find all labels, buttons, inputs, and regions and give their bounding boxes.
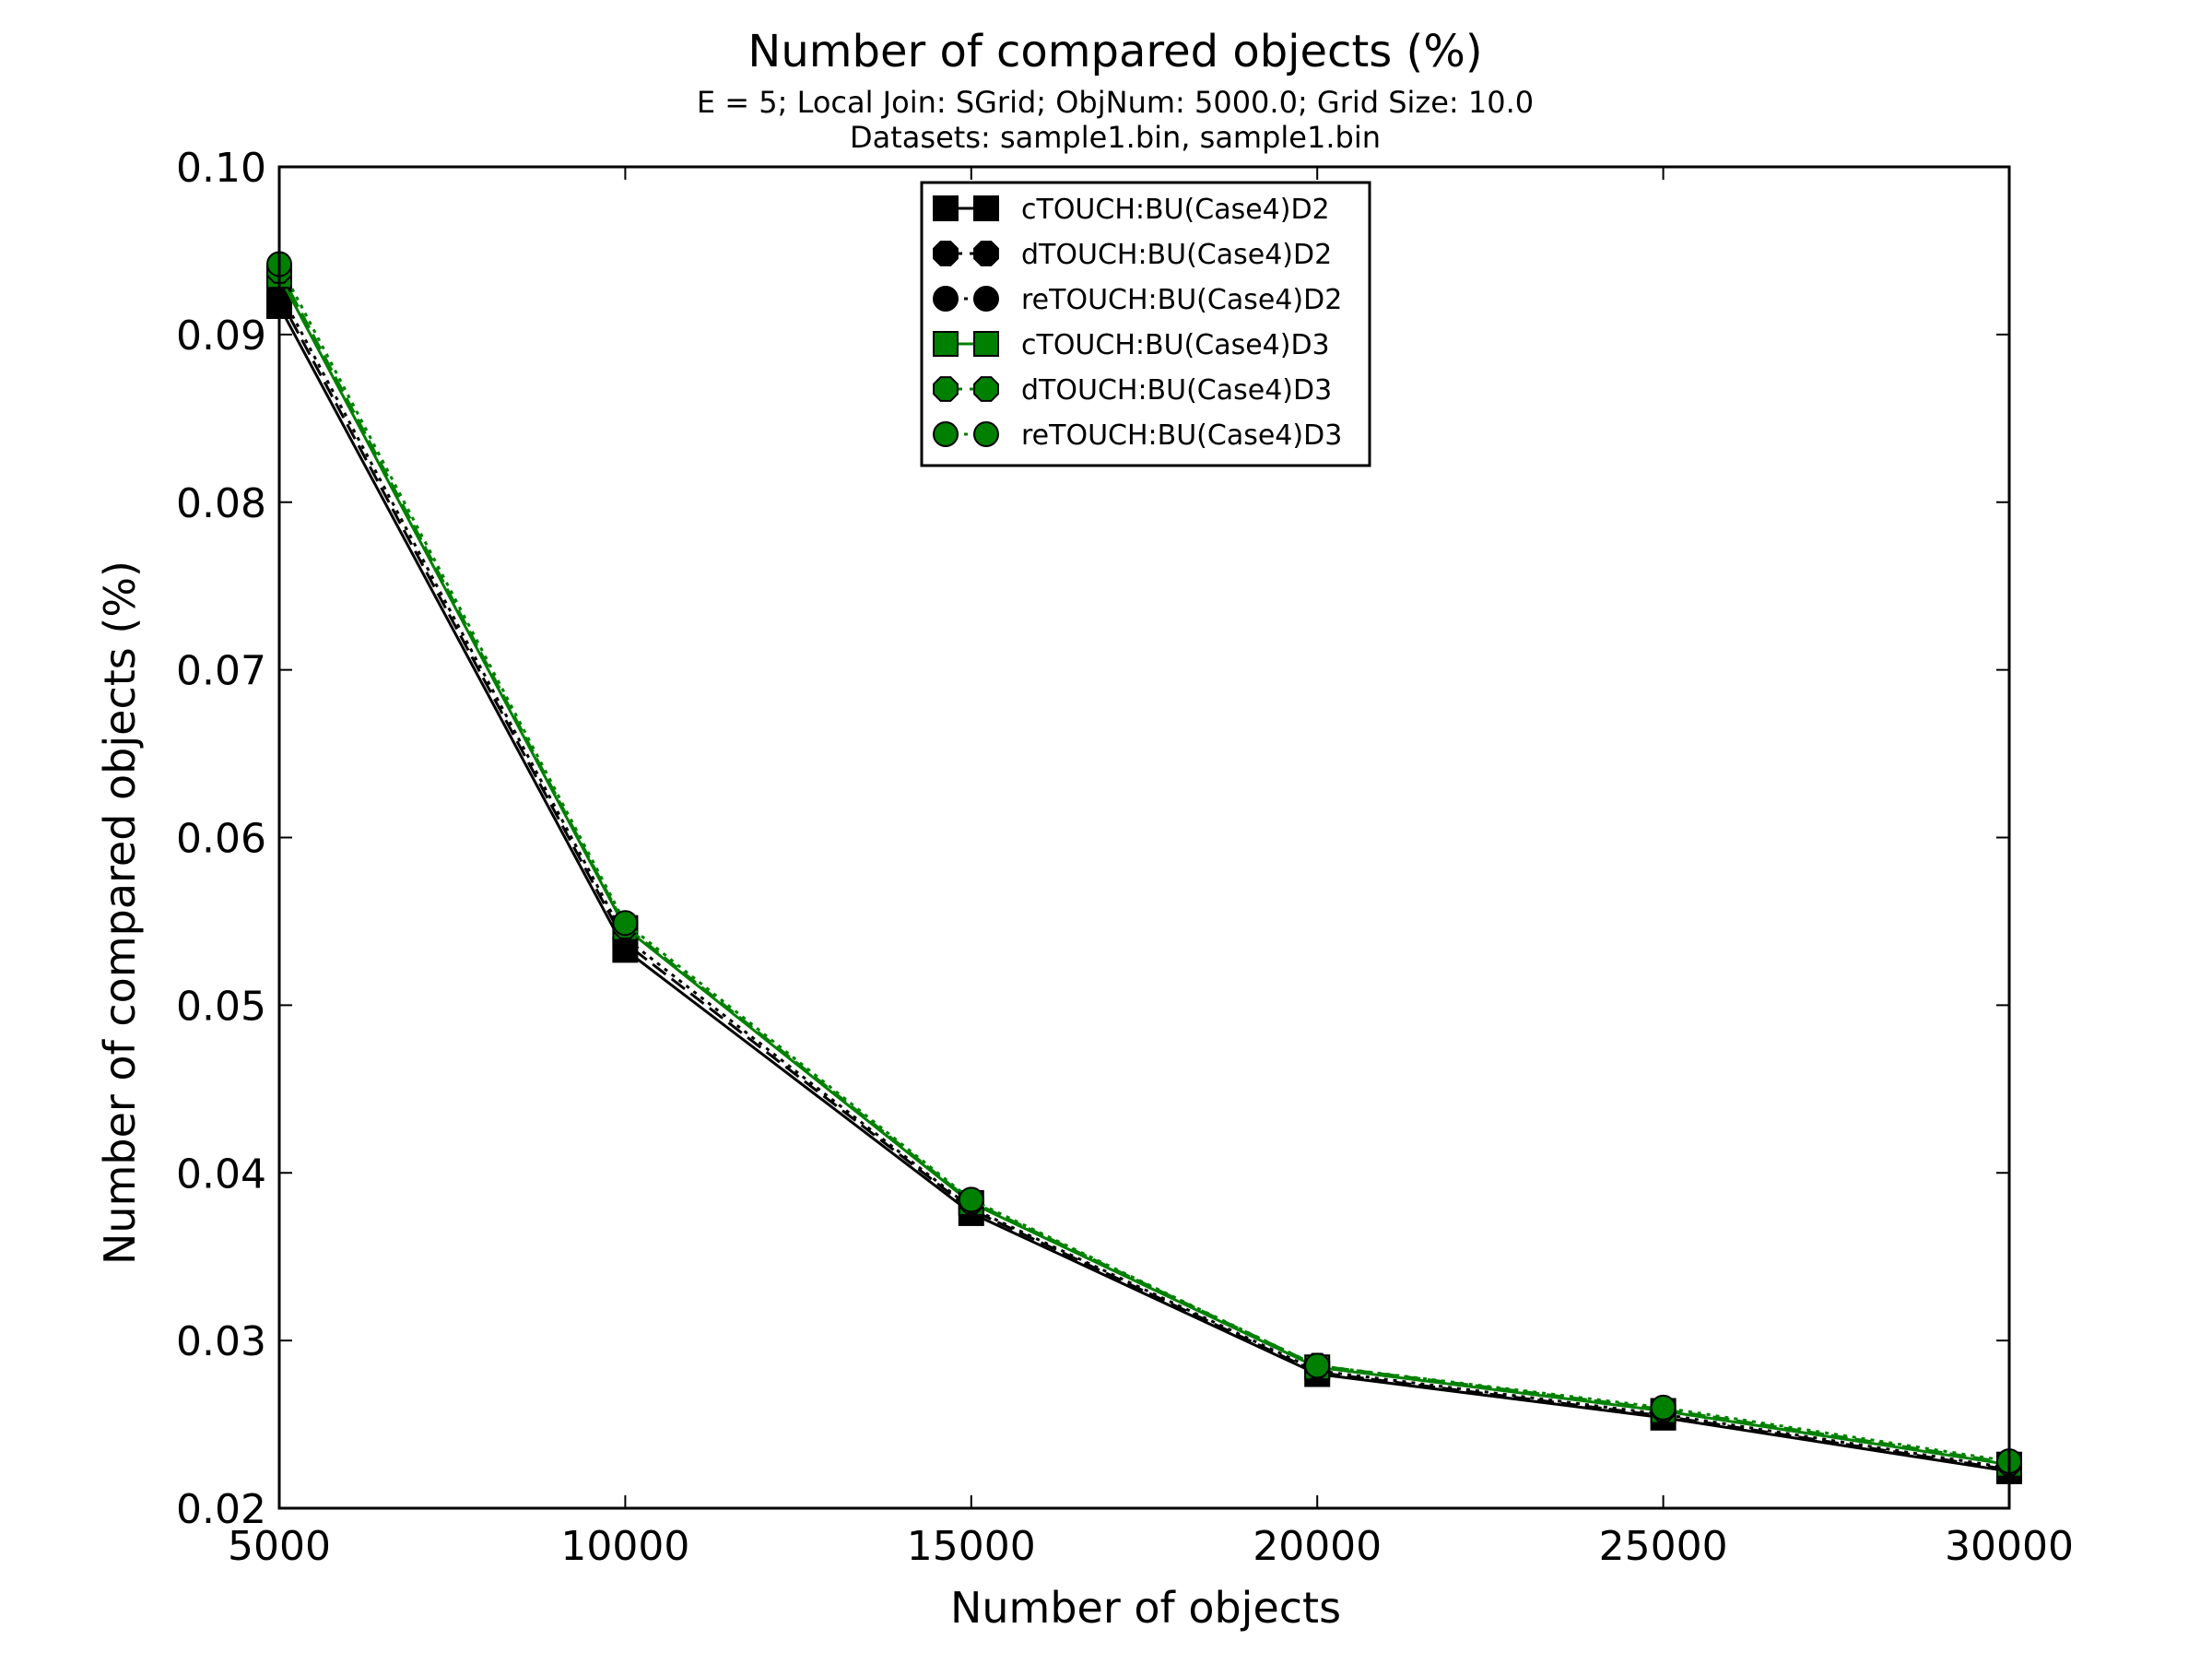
y-tick-label: 0.02 [176,1486,266,1533]
series-4-line [277,275,2010,1467]
y-tick-label: 0.06 [176,816,266,863]
axes-layer: 5000 10000 15000 20000 25000 30000 0.02 0.03 0.0… [176,145,2074,1570]
x-tick-label: 20000 [1253,1523,1382,1570]
x-axis-label: Number of objects [950,1583,1341,1633]
y-tick-label: 0.10 [176,145,266,192]
legend-entry-2: dTOUCH:BU(Case4)D2 [933,239,1332,271]
y-tick-label: 0.08 [176,480,266,527]
legend-entry-4: cTOUCH:BU(Case4)D3 [933,329,1330,361]
legend-entry-3: reTOUCH:BU(Case4)D2 [933,284,1342,316]
legend-marker-1b [973,195,999,221]
legend-marker-5a [933,376,959,402]
legend-label-1: cTOUCH:BU(Case4)D2 [1021,194,1330,226]
legend-entry-1: cTOUCH:BU(Case4)D2 [933,194,1330,226]
series-5-line [277,270,2010,1465]
legend-marker-6b [973,421,999,447]
y-tick-label: 0.03 [176,1318,266,1365]
legend-box [920,181,1371,467]
legend-marker-1a [933,195,959,221]
legend-marker-4a [933,331,959,357]
chart-subtitle-line-2: Datasets: sample1.bin, sample1.bin [850,120,1381,155]
legend-label-3: reTOUCH:BU(Case4)D2 [1021,284,1342,316]
legend-entry-5: dTOUCH:BU(Case4)D3 [933,374,1332,407]
chart-title: Number of compared objects (%) [747,26,1482,77]
series-1 [266,292,2022,1484]
legend-label-4: cTOUCH:BU(Case4)D3 [1021,329,1330,361]
series-6-point-4 [1304,1352,1331,1379]
legend-label-2: dTOUCH:BU(Case4)D2 [1021,239,1332,271]
legend-marker-6a [933,421,959,447]
x-tick-label: 10000 [560,1523,689,1570]
series-6-point-2 [612,910,639,937]
x-tick-label: 25000 [1599,1523,1728,1570]
x-tick-label: 5000 [228,1523,331,1570]
legend-entry-6: reTOUCH:BU(Case4)D3 [933,419,1342,452]
legend-marker-2b [973,241,999,266]
x-tick-label: 30000 [1945,1523,2074,1570]
y-axis-label: Number of compared objects (%) [95,561,145,1265]
y-tick-label: 0.07 [176,648,266,695]
y-tick-label: 0.05 [176,983,266,1030]
series-6-point-5 [1650,1394,1677,1421]
series-6-point-3 [958,1186,984,1213]
legend-marker-3a [933,286,959,312]
x-tick-label: 15000 [907,1523,1036,1570]
y-tick-label: 0.09 [176,313,266,360]
legend: cTOUCH:BU(Case4)D2 dTOUCH:BU(Case4)D2 reTO… [920,181,1371,467]
legend-marker-2a [933,241,959,266]
legend-marker-5b [973,376,999,402]
legend-marker-3b [973,286,999,312]
series-1-line [277,305,2010,1473]
series-layer [266,251,2022,1484]
legend-marker-4b [973,331,999,357]
y-tick-label: 0.04 [176,1151,266,1198]
legend-label-6: reTOUCH:BU(Case4)D3 [1021,419,1342,452]
legend-label-5: dTOUCH:BU(Case4)D3 [1021,374,1332,407]
series-2-line [277,297,2010,1471]
series-6-line [277,263,2010,1463]
chart-subtitle-line-1: E = 5; Local Join: SGrid; ObjNum: 5000.0… [697,85,1534,120]
series-3-line [277,289,2010,1469]
